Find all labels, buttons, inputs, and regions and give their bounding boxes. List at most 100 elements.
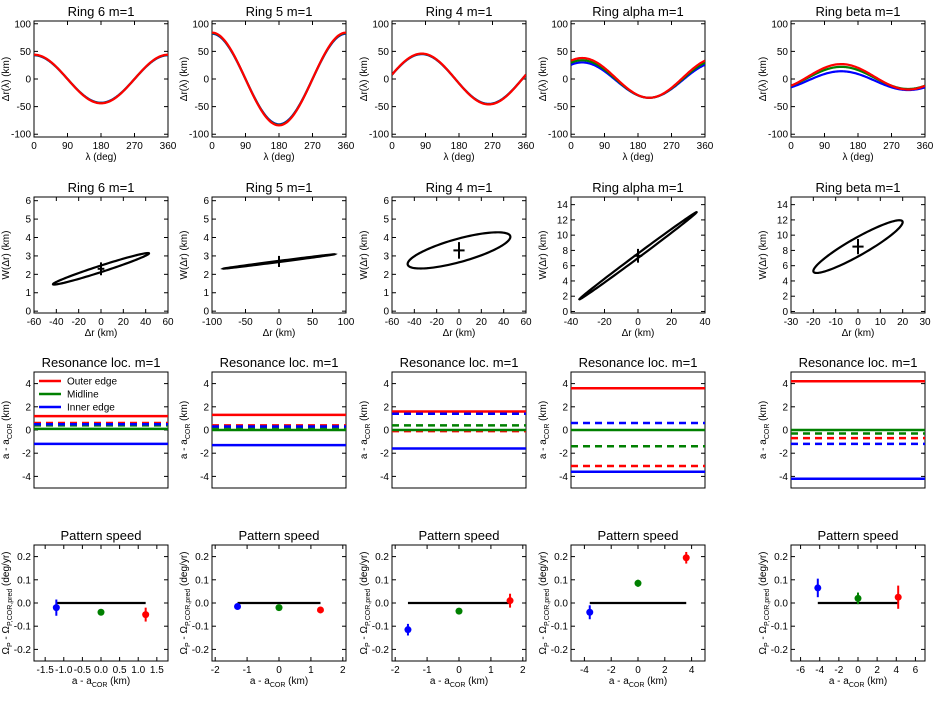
y-tick-label: 12 bbox=[557, 215, 569, 226]
plot-area bbox=[220, 253, 338, 270]
y-axis-label: Δr(λ) (km) bbox=[179, 57, 190, 101]
axis-frame bbox=[33, 20, 169, 138]
plot-area bbox=[52, 599, 150, 622]
y-tick-label: -2 bbox=[200, 449, 209, 460]
x-tick-label: 60 bbox=[520, 317, 532, 328]
y-tick-label: 0.0 bbox=[17, 599, 31, 610]
x-tick-label: -1.5 bbox=[37, 665, 55, 676]
data-point-inner bbox=[234, 602, 242, 610]
x-tick-label: -6 bbox=[796, 665, 805, 676]
legend-label: Outer edge bbox=[67, 377, 117, 388]
plot-area bbox=[812, 219, 904, 275]
y-tick-label: -0.1 bbox=[372, 622, 390, 633]
series-line-mid bbox=[34, 53, 168, 105]
x-tick-label: 0 bbox=[855, 665, 861, 676]
y-tick-label: 0.1 bbox=[774, 575, 788, 586]
x-tick-label: 2 bbox=[662, 665, 668, 676]
x-axis-label: Δr (km) bbox=[622, 328, 655, 339]
y-tick-label: 50 bbox=[198, 47, 210, 58]
panel-width-ring-6: Ring 6 m=1 0 1 2 3 4 5 6 -60 -40 -20 0 20 40 60 bbox=[25, 180, 174, 328]
plot-area bbox=[406, 231, 512, 270]
y-tick-label: 3 bbox=[383, 251, 389, 262]
y-tick-label: 4 bbox=[25, 233, 31, 244]
x-tick-label: 1.5 bbox=[150, 665, 164, 676]
x-tick-label: 180 bbox=[850, 141, 867, 152]
y-tick-label: 50 bbox=[777, 47, 789, 58]
y-tick-label: 0 bbox=[383, 75, 389, 86]
series-line-outer bbox=[571, 56, 705, 99]
y-tick-label: 0.0 bbox=[554, 599, 568, 610]
legend-label: Inner edge bbox=[67, 403, 115, 414]
x-tick-label: 40 bbox=[498, 317, 510, 328]
y-tick-label: -0.2 bbox=[551, 645, 569, 656]
y-tick-label: 100 bbox=[372, 19, 389, 30]
y-tick-label: 0 bbox=[562, 307, 568, 318]
y-tick-label: 0 bbox=[782, 307, 788, 318]
x-tick-label: 0 bbox=[635, 317, 641, 328]
panel-pattern-ring-5: Pattern speed -0.2 -0.1 0.0 0.1 0.2 -2 -1 0 1 2 bbox=[192, 528, 347, 676]
width-ellipse bbox=[578, 210, 699, 301]
x-axis-label: a - aCOR​ (km) bbox=[430, 676, 488, 689]
y-tick-label: 0 bbox=[782, 75, 788, 86]
y-axis-label: W(Δr) (km) bbox=[1, 231, 12, 280]
x-tick-label: 270 bbox=[883, 141, 900, 152]
x-axis-label: λ (deg) bbox=[622, 152, 653, 163]
x-tick-label: 270 bbox=[126, 141, 143, 152]
y-axis-label: ΩP​ - ΩP,COR,pred​ (deg/yr) bbox=[1, 552, 14, 655]
x-tick-label: 0.0 bbox=[94, 665, 108, 676]
y-tick-label: -2 bbox=[559, 449, 568, 460]
panel-title: Ring 5 m=1 bbox=[246, 4, 313, 19]
width-ellipse bbox=[812, 219, 904, 275]
y-tick-label: -4 bbox=[200, 472, 209, 483]
x-axis-label: Δr (km) bbox=[85, 328, 118, 339]
x-axis-label: Δr (km) bbox=[842, 328, 875, 339]
x-tick-label: 180 bbox=[271, 141, 288, 152]
x-tick-label: 40 bbox=[140, 317, 152, 328]
y-tick-label: 10 bbox=[777, 231, 789, 242]
y-tick-label: -50 bbox=[554, 102, 569, 113]
x-tick-label: 180 bbox=[451, 141, 468, 152]
x-tick-label: 0 bbox=[456, 317, 462, 328]
x-tick-label: 0.5 bbox=[113, 665, 127, 676]
plot-area bbox=[571, 56, 705, 99]
panel-title: Resonance loc. m=1 bbox=[400, 355, 519, 370]
y-tick-label: -0.1 bbox=[771, 622, 789, 633]
x-tick-label: 100 bbox=[338, 317, 355, 328]
y-tick-label: 0.2 bbox=[195, 552, 209, 563]
y-tick-label: 4 bbox=[562, 379, 568, 390]
x-tick-label: 180 bbox=[93, 141, 110, 152]
series-line-outer bbox=[392, 52, 526, 106]
x-tick-label: 0 bbox=[568, 141, 574, 152]
x-tick-label: 90 bbox=[599, 141, 611, 152]
y-tick-label: 0.1 bbox=[17, 575, 31, 586]
y-tick-label: 2 bbox=[562, 292, 568, 303]
y-tick-label: 1 bbox=[203, 288, 209, 299]
y-axis-label: W(Δr) (km) bbox=[758, 231, 769, 280]
y-tick-label: 0 bbox=[562, 75, 568, 86]
x-tick-label: 270 bbox=[663, 141, 680, 152]
x-tick-label: 0 bbox=[635, 665, 641, 676]
panel-resonance-ring-alpha: Resonance loc. m=1 -4 -2 0 2 4 bbox=[559, 355, 706, 489]
x-tick-label: -2 bbox=[607, 665, 616, 676]
y-axis-label: a - aCOR​ (km) bbox=[758, 401, 771, 459]
data-point-outer bbox=[506, 597, 514, 605]
x-tick-label: -1 bbox=[243, 665, 252, 676]
y-tick-label: 4 bbox=[782, 276, 788, 287]
y-tick-label: 2 bbox=[25, 270, 31, 281]
y-tick-label: 100 bbox=[192, 19, 209, 30]
x-tick-label: 0 bbox=[855, 317, 861, 328]
x-tick-label: -2 bbox=[391, 665, 400, 676]
y-axis-label: W(Δr) (km) bbox=[538, 231, 549, 280]
data-point-inner bbox=[52, 604, 60, 612]
plot-area bbox=[34, 414, 168, 446]
plot-area bbox=[814, 578, 902, 609]
y-tick-label: -0.1 bbox=[551, 622, 569, 633]
y-tick-label: 2 bbox=[25, 402, 31, 413]
x-tick-label: 40 bbox=[699, 317, 711, 328]
y-tick-label: -100 bbox=[369, 130, 389, 141]
y-tick-label: 2 bbox=[383, 402, 389, 413]
data-point-outer bbox=[142, 611, 150, 619]
y-tick-label: -4 bbox=[779, 472, 788, 483]
panel-resonance-ring-5: Resonance loc. m=1 -4 -2 0 2 4 bbox=[200, 355, 347, 489]
x-axis-label: λ (deg) bbox=[443, 152, 474, 163]
